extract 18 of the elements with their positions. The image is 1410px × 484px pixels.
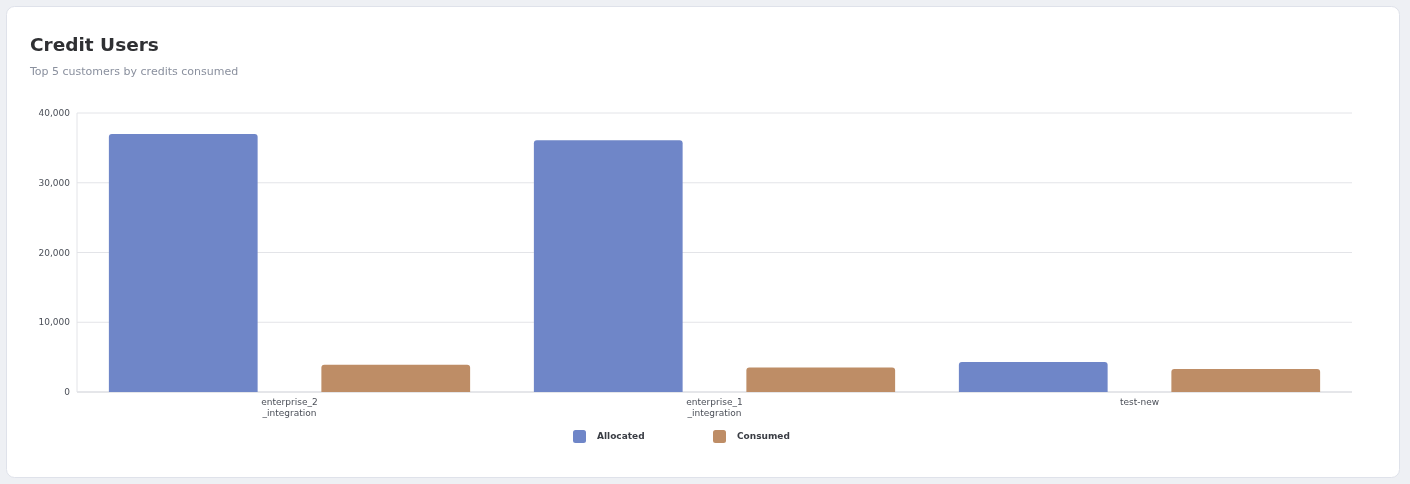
- x-tick-label: enterprise_1_integration: [686, 397, 743, 418]
- y-tick-label: 20,000: [38, 247, 71, 258]
- y-tick-label: 30,000: [38, 177, 71, 188]
- chart-subtitle: Top 5 customers by credits consumed: [29, 65, 239, 78]
- chart-title: Credit Users: [30, 34, 159, 55]
- bar: [533, 140, 683, 392]
- y-tick-label: 0: [64, 387, 71, 398]
- x-tick-label: test-new: [1119, 397, 1160, 407]
- bar: [1171, 368, 1321, 392]
- x-tick-label: enterprise_2_integration: [261, 397, 318, 418]
- legend-label: Allocated: [597, 431, 645, 442]
- bar: [321, 364, 471, 392]
- legend-label: Consumed: [737, 431, 790, 442]
- bar: [108, 133, 258, 392]
- y-tick-label: 10,000: [38, 317, 71, 328]
- bar: [746, 367, 896, 392]
- bar: [958, 362, 1108, 392]
- y-tick-label: 40,000: [38, 108, 71, 119]
